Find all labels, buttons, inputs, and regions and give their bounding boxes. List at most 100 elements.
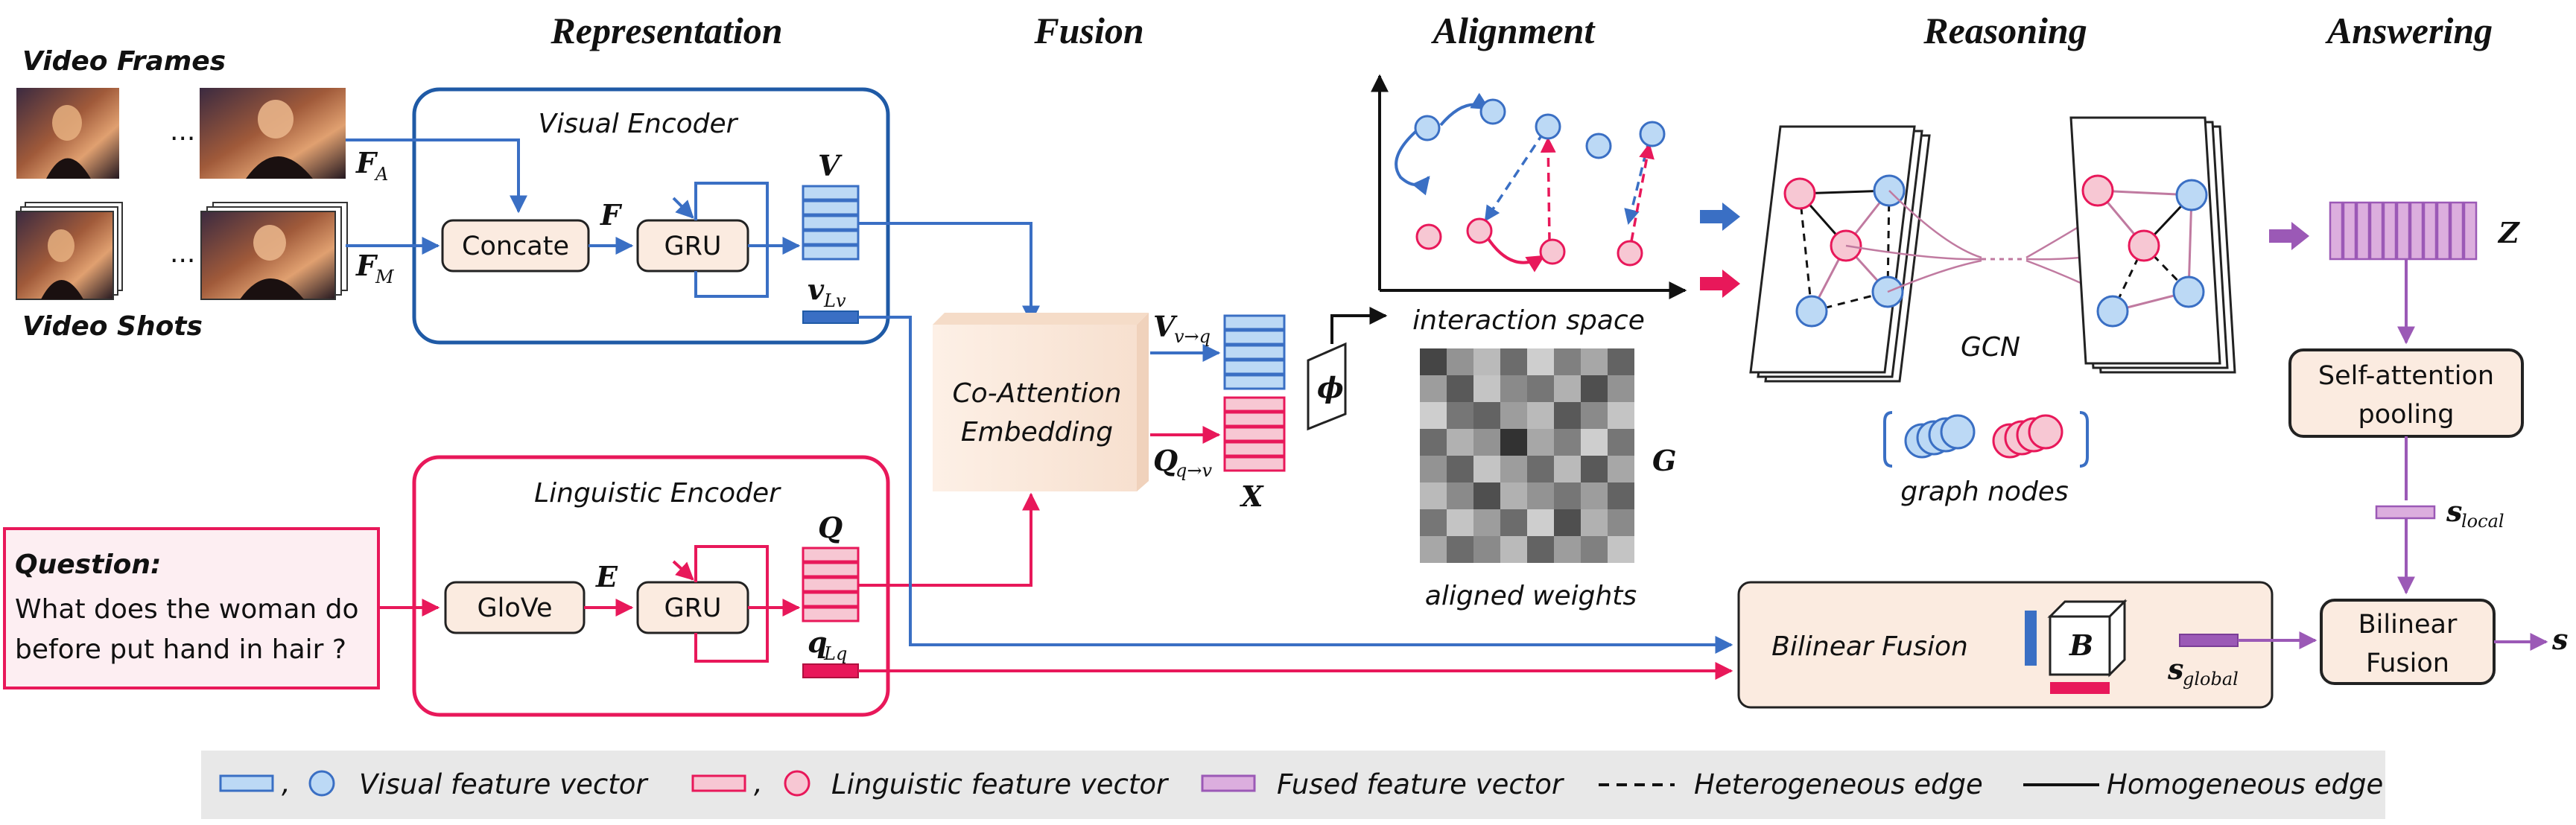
linguistic-gru-loop — [694, 545, 769, 663]
aligned-weights-label: aligned weights — [1425, 581, 1637, 611]
symbol-V: V — [818, 149, 843, 182]
visual-gru-loop-head — [672, 197, 694, 219]
bilinear-fusion-small-line-2: Fusion — [2366, 649, 2449, 678]
heatmap-cell — [1420, 482, 1447, 509]
svg-text:s: s — [2167, 652, 2183, 686]
video-shots-label: Video Shots — [22, 311, 203, 342]
symbol-s-output: s — [2551, 622, 2568, 656]
self-attention-line-1: Self-attention — [2318, 361, 2494, 391]
svg-text:,: , — [282, 767, 291, 799]
s-local-vector — [2375, 505, 2436, 520]
stage-title-representation: Representation — [550, 10, 782, 51]
heatmap-cell — [1500, 536, 1527, 563]
symbol-vL: v Lv — [808, 273, 846, 311]
heatmap-cell — [1608, 482, 1634, 509]
fused-matrix-X — [1223, 314, 1286, 472]
heatmap-cell — [1473, 509, 1500, 536]
legend-fused: Fused feature vector — [1201, 768, 1565, 800]
visual-gru-loop — [694, 182, 769, 298]
heatmap-cell — [1420, 375, 1447, 402]
interaction-space-points — [1395, 92, 1666, 273]
stage-title-reasoning: Reasoning — [1923, 10, 2087, 51]
heatmap-cell — [1447, 375, 1473, 402]
bilinear-fusion-small-line-1: Bilinear — [2358, 610, 2458, 640]
question-line-1: What does the woman do — [15, 594, 359, 625]
heatmap-cell — [1554, 482, 1581, 509]
linguistic-last-state — [802, 663, 859, 678]
phi-projection — [1307, 342, 1347, 431]
visual-gru-label: GRU — [664, 232, 721, 261]
symbol-X: X — [1240, 480, 1264, 513]
heatmap-cell — [1473, 482, 1500, 509]
heatmap-cell — [1420, 509, 1447, 536]
heatmap-cell — [1473, 402, 1500, 429]
glove-label: GloVe — [477, 593, 552, 623]
heatmap-cell — [1527, 482, 1554, 509]
video-shot-thumb-1 — [16, 202, 123, 300]
symbol-F: F — [600, 198, 623, 232]
concate-label: Concate — [462, 232, 569, 261]
visual-encoder-box — [412, 87, 890, 345]
heatmap-cell — [1608, 509, 1634, 536]
gcn-label: GCN — [1961, 332, 2020, 363]
heatmap-cell — [1527, 375, 1554, 402]
stage-title-fusion: Fusion — [1033, 10, 1143, 51]
gcn-right-layer — [2069, 116, 2236, 374]
svg-text:,: , — [754, 767, 763, 799]
heatmap-cell — [1608, 456, 1634, 482]
bilinear-tensor-B — [2047, 599, 2128, 678]
heatmap-cell — [1500, 456, 1527, 482]
legend-heterogeneous: Heterogeneous edge — [1599, 768, 1983, 800]
svg-text:Linguistic feature vector: Linguistic feature vector — [831, 768, 1170, 800]
heatmap-cell — [1473, 536, 1500, 563]
heatmap-cell — [1527, 456, 1554, 482]
symbol-Vvq: V v→q — [1153, 310, 1211, 347]
svg-text:v: v — [808, 273, 825, 306]
heatmap-cell — [1554, 348, 1581, 375]
stage-title-alignment: Alignment — [1431, 10, 1596, 51]
heatmap-cell — [1581, 375, 1608, 402]
heatmap-cell — [1581, 536, 1608, 563]
interaction-space-axes — [1371, 74, 1687, 299]
heatmap-cell — [1500, 348, 1527, 375]
heatmap-cell — [1554, 536, 1581, 563]
s-global-vector — [2179, 634, 2239, 647]
video-shot-thumb-2 — [200, 202, 348, 300]
bilinear-fusion-panel-label: Bilinear Fusion — [1771, 631, 1968, 662]
symbol-E: E — [595, 560, 618, 593]
heatmap-cell — [1473, 456, 1500, 482]
heatmap-cell — [1527, 402, 1554, 429]
svg-text:F: F — [355, 146, 378, 179]
heatmap-cell — [1500, 482, 1527, 509]
heatmap-cell — [1581, 402, 1608, 429]
heatmap-cell — [1500, 509, 1527, 536]
interaction-space-label: interaction space — [1412, 305, 1645, 336]
arrow-phi-to-interaction-space — [1330, 307, 1388, 344]
arrow-V-to-coattention — [858, 222, 1040, 324]
graph-nodes-icon — [1883, 411, 2089, 468]
heatmap-cell — [1554, 402, 1581, 429]
heatmap-cell — [1608, 402, 1634, 429]
arrow-fa-to-concate — [346, 138, 527, 214]
svg-text:Lq: Lq — [823, 643, 847, 664]
symbol-FA: F A — [355, 146, 388, 185]
svg-text:Visual feature vector: Visual feature vector — [359, 768, 649, 800]
fused-feature-Z — [2329, 201, 2478, 261]
symbol-Q: Q — [818, 511, 843, 544]
heatmap-cell — [1447, 456, 1473, 482]
coattention-block — [933, 313, 1149, 491]
arrow-linguistic-to-gcn — [1700, 270, 1740, 298]
heatmap-cell — [1581, 456, 1608, 482]
heatmap-cell — [1608, 536, 1634, 563]
heatmap-cell — [1447, 482, 1473, 509]
graph-nodes-label: graph nodes — [1900, 477, 2068, 507]
symbol-s-global: s global — [2167, 652, 2239, 689]
video-frames-label: Video Frames — [22, 46, 226, 77]
linguistic-encoder-title: Linguistic Encoder — [534, 478, 781, 509]
heatmap-cell — [1608, 429, 1634, 456]
heatmap-cell — [1447, 348, 1473, 375]
svg-text:global: global — [2183, 669, 2239, 689]
question-box — [3, 527, 380, 689]
heatmap-cell — [1420, 402, 1447, 429]
